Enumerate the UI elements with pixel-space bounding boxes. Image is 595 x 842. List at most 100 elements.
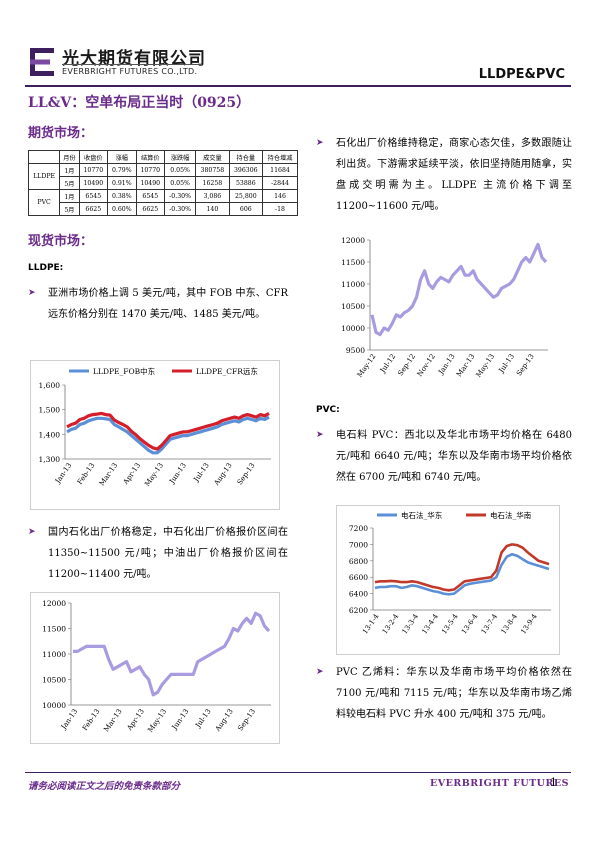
x-tick-label: Aug-13 [213, 708, 235, 734]
table-cell: 606 [228, 202, 264, 216]
table-header-cell: 持仓增减 [262, 150, 298, 164]
series-line [73, 611, 271, 697]
table-cell: 6545 [78, 189, 109, 203]
bullet-paragraph: ➤ 石化出厂价格维持稳定，商家心态欠佳，多数跟随让利出货。下游需求延续平淡，依旧… [316, 133, 572, 217]
table-cell: 0.05% [164, 163, 197, 177]
y-tick-label: 7000 [349, 540, 368, 549]
table-cell: 6625 [135, 202, 166, 216]
table-header-cell: 涨幅 [107, 150, 137, 164]
table-cell: 10770 [78, 163, 109, 177]
company-name-cn: 光大期货有限公司 [62, 49, 206, 69]
subheading-pvc: PVC: [316, 405, 340, 415]
y-tick-label: 9500 [346, 346, 365, 355]
table-cell: 1月 [59, 163, 80, 177]
x-tick-label: Nov-12 [416, 353, 437, 379]
series-line [374, 552, 550, 596]
product-cell: LLDPE [27, 163, 61, 190]
series-line [370, 242, 548, 337]
bullet-text: 石化出厂价格维持稳定，商家心态欠佳，多数跟随让利出货。下游需求延续平淡，依旧坚持… [336, 138, 572, 212]
x-tick-label: Mar-13 [102, 708, 123, 734]
chart-lldpe-fob-cfr: 1,300 1,400 1,500 1,600 Jan-13 Feb-13 Mar-13 Ap… [30, 360, 280, 510]
x-tick-label: Sep-13 [236, 462, 257, 487]
x-tick-label: May-13 [146, 708, 168, 734]
legend-label: LLDPE_CFR远东 [196, 366, 258, 376]
y-tick-label: 12000 [341, 236, 365, 245]
footer-divider [25, 772, 571, 773]
x-tick-label: Jul-13 [194, 708, 213, 730]
table-header-cell: 月份 [59, 150, 80, 164]
table-cell: 396306 [228, 163, 264, 177]
table-cell: 10490 [78, 176, 109, 190]
arrow-bullet-icon: ➤ [28, 288, 36, 298]
x-tick-label: 13-4-4 [420, 612, 440, 636]
x-tick-label: 13-1-4 [361, 612, 381, 636]
table-cell: 11684 [262, 163, 298, 177]
x-tick-label: Jul-13 [192, 462, 211, 484]
y-tick-label: 6200 [349, 606, 368, 615]
table-cell: 10770 [135, 163, 166, 177]
x-tick-label: 13-9-4 [519, 612, 539, 636]
table-cell: 0.38% [107, 189, 137, 203]
table-row: 5月 6625 0.60% 6625 -0.30% 140 606 -18 [29, 202, 298, 216]
x-tick-label: Sep-13 [236, 708, 257, 733]
table-header-cell: 结算价 [135, 150, 166, 164]
y-tick-label: 10500 [341, 302, 365, 311]
y-tick-label: 1,500 [39, 406, 61, 415]
x-tick-label: Apr-13 [121, 462, 142, 487]
table-header-row: 月份 收盘价 涨幅 结算价 涨跌幅 成交量 持仓量 持仓增减 [27, 150, 298, 164]
x-tick-label: Mar-13 [98, 462, 119, 488]
table-header-cell [27, 150, 61, 164]
disclaimer-note: 请务必阅读正文之后的免责条款部分 [28, 781, 181, 792]
table-cell: 0.79% [107, 163, 137, 177]
x-tick-label: Jul-13 [497, 353, 516, 375]
x-tick-label: Jun-13 [168, 462, 188, 486]
y-tick-label: 11500 [42, 625, 66, 634]
arrow-bullet-icon: ➤ [28, 527, 36, 537]
bullet-paragraph: ➤ PVC 乙烯料：华东以及华南市场平均价格依然在 7100 元/吨和 7115… [316, 662, 572, 725]
document-tag: LLDPE&PVC [478, 67, 565, 82]
series-line [66, 411, 270, 451]
table-header-cell: 收盘价 [78, 150, 109, 164]
table-cell: -0.30% [164, 189, 197, 203]
section-heading-spot: 现货市场： [28, 234, 94, 249]
x-tick-label: May-13 [143, 462, 165, 488]
subheading-lldpe: LLDPE: [28, 263, 64, 273]
arrow-bullet-icon: ➤ [316, 138, 324, 148]
table-row: PVC 1月 6545 0.38% 6545 -0.30% 3,086 25,8… [27, 189, 298, 216]
section-heading-futures: 期货市场： [28, 126, 94, 141]
table-cell: 140 [195, 202, 230, 216]
table-cell: -0.30% [164, 202, 197, 216]
y-tick-label: 11000 [42, 650, 66, 659]
chart-domestic-price: 10000 10500 11000 11500 12000 Jan-13 Feb-13 Mar… [30, 592, 280, 744]
x-tick-label: Jan-13 [436, 353, 456, 377]
table-cell: 25,800 [228, 189, 264, 203]
y-tick-label: 10000 [341, 324, 365, 333]
bullet-paragraph: ➤ 电石料 PVC：西北以及华北市场平均价格在 6480 元/吨和 6640 元… [316, 425, 572, 488]
series-line [66, 415, 270, 455]
x-tick-label: Sep-13 [515, 353, 536, 378]
y-tick-label: 6400 [349, 590, 368, 599]
chart-lldpe-mainstream: 9500 10000 10500 11000 11500 12000 May-12 Jul-1… [334, 232, 554, 380]
everbright-logo-icon [30, 48, 54, 76]
table-cell: 5月 [59, 176, 80, 190]
y-tick-label: 10000 [42, 701, 66, 710]
page-number: 1 [550, 776, 557, 789]
table-cell: -2844 [262, 176, 298, 190]
table-cell: 6545 [135, 189, 166, 203]
table-row: 5月 10490 0.91% 10490 0.05% 16258 53886 -… [29, 176, 298, 190]
futures-table: 月份 收盘价 涨幅 结算价 涨跌幅 成交量 持仓量 持仓增减 LLDPE 1月 … [27, 150, 298, 216]
legend-label: LLDPE_FOB中东 [93, 366, 156, 376]
y-tick-label: 6800 [349, 557, 368, 566]
table-header-cell: 成交量 [195, 150, 230, 164]
bullet-text: 亚洲市场价格上调 5 美元/吨，其中 FOB 中东、CFR 远东价格分别在 14… [48, 288, 288, 320]
y-tick-label: 11500 [341, 258, 365, 267]
x-tick-label: Feb-13 [81, 708, 102, 733]
x-tick-label: Apr-13 [125, 708, 146, 733]
x-tick-label: Jan-13 [53, 462, 73, 486]
bullet-paragraph: ➤ 亚洲市场价格上调 5 美元/吨，其中 FOB 中东、CFR 远东价格分别在 … [28, 283, 288, 325]
x-tick-label: 13-3-4 [401, 612, 421, 636]
table-header-cell: 涨跌幅 [164, 150, 197, 164]
report-title: LL&V：空单布局正当时（0925） [28, 95, 251, 111]
x-tick-label: 13-2-4 [381, 612, 401, 636]
chart-svg: 1,300 1,400 1,500 1,600 Jan-13 Feb-13 Mar-13 Ap… [39, 366, 271, 488]
